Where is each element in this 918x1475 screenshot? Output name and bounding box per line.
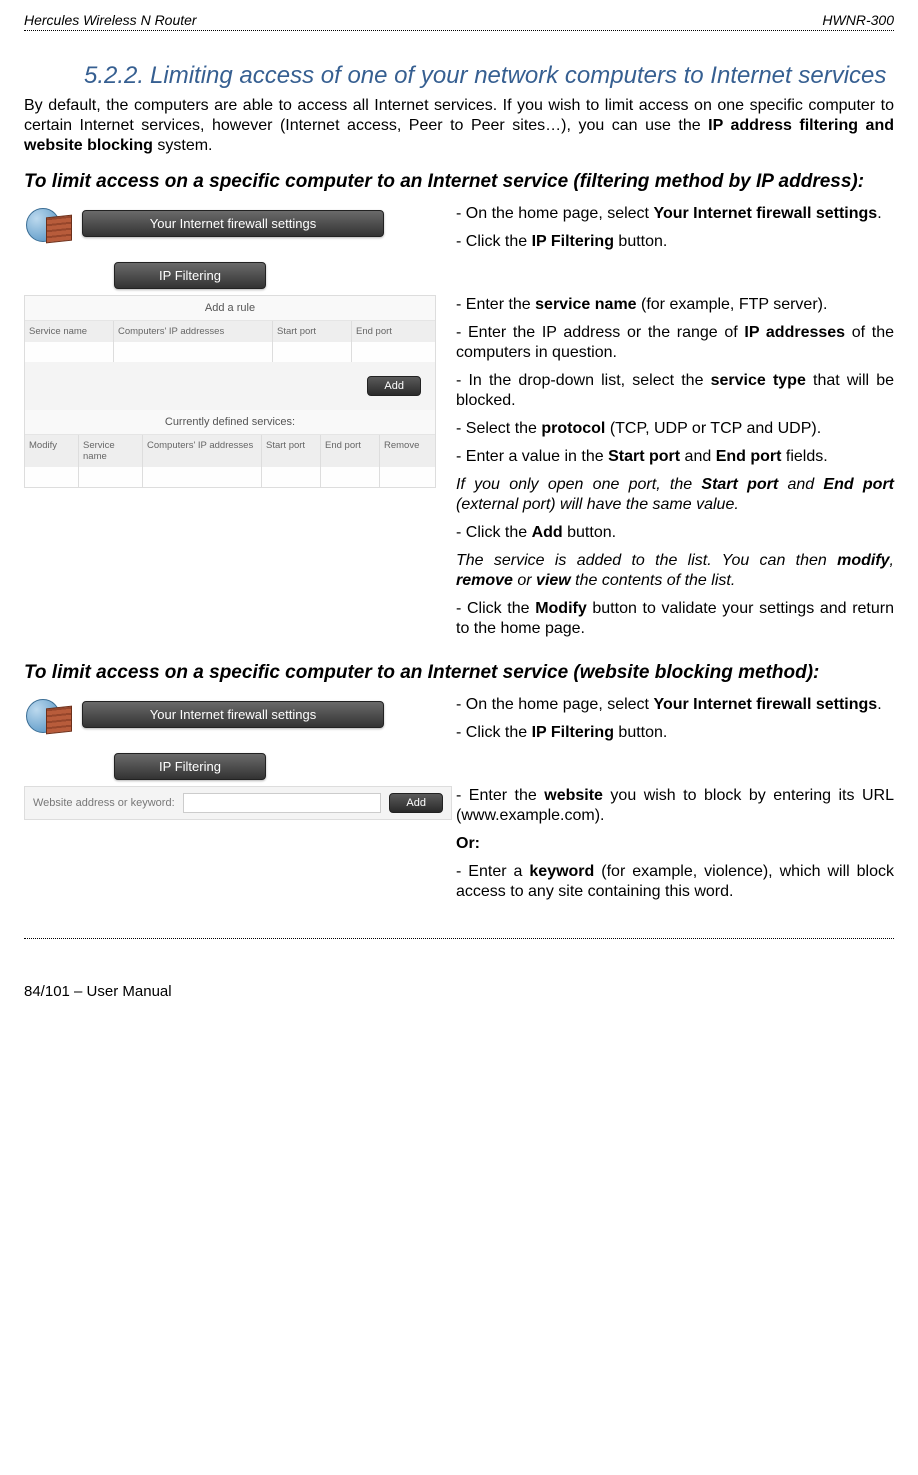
website-label: Website address or keyword: xyxy=(33,797,175,809)
header-right: HWNR-300 xyxy=(822,12,894,28)
subsection-1-title: To limit access on a specific computer t… xyxy=(24,170,894,194)
firewall-settings-row-2: Your Internet firewall settings xyxy=(24,695,444,735)
step-note: The service is added to the list. You ca… xyxy=(456,551,894,591)
firewall-icon xyxy=(24,204,74,244)
step-text: - In the drop-down list, select the serv… xyxy=(456,371,894,411)
step-text: - On the home page, select Your Internet… xyxy=(456,695,894,715)
firewall-settings-bar[interactable]: Your Internet firewall settings xyxy=(82,210,384,237)
step-text: - On the home page, select Your Internet… xyxy=(456,204,894,224)
step-text: - Click the IP Filtering button. xyxy=(456,723,894,743)
panel-empty-row-2 xyxy=(25,467,435,487)
panel-columns-2: Modify Service name Computers' IP addres… xyxy=(25,435,435,467)
step-text: - Enter the IP address or the range of I… xyxy=(456,323,894,363)
website-input[interactable] xyxy=(183,793,382,813)
step-or: Or: xyxy=(456,834,894,854)
step-text: - Click the Add button. xyxy=(456,523,894,543)
website-keyword-row: Website address or keyword: Add xyxy=(24,786,452,820)
subsection-2-title: To limit access on a specific computer t… xyxy=(24,661,894,685)
header-left: Hercules Wireless N Router xyxy=(24,12,197,28)
section-number: 5.2.2. xyxy=(84,62,144,89)
step-text: - Select the protocol (TCP, UDP or TCP a… xyxy=(456,419,894,439)
step-text: - Enter a keyword (for example, violence… xyxy=(456,862,894,902)
footer-text: 84/101 – User Manual xyxy=(24,939,894,1000)
section-heading: 5.2.2.Limiting access of one of your net… xyxy=(84,62,894,90)
firewall-settings-row: Your Internet firewall settings xyxy=(24,204,444,244)
panel-title: Add a rule xyxy=(25,296,435,321)
website-add-button[interactable]: Add xyxy=(389,793,443,813)
step-text: - Enter the website you wish to block by… xyxy=(456,786,894,826)
panel-title-2: Currently defined services: xyxy=(25,410,435,435)
step-text: - Enter a value in the Start port and En… xyxy=(456,447,894,467)
firewall-settings-bar-2[interactable]: Your Internet firewall settings xyxy=(82,701,384,728)
add-rule-panel: Add a rule Service name Computers' IP ad… xyxy=(24,295,436,488)
header-divider xyxy=(24,30,894,32)
step-text: - Enter the service name (for example, F… xyxy=(456,295,894,315)
firewall-icon xyxy=(24,695,74,735)
intro-paragraph: By default, the computers are able to ac… xyxy=(24,96,894,156)
section-title-text: Limiting access of one of your network c… xyxy=(150,62,886,89)
panel-columns: Service name Computers' IP addresses Sta… xyxy=(25,321,435,342)
step-note: If you only open one port, the Start por… xyxy=(456,475,894,515)
step-text: - Click the Modify button to validate yo… xyxy=(456,599,894,639)
add-button[interactable]: Add xyxy=(367,376,421,396)
step-text: - Click the IP Filtering button. xyxy=(456,232,894,252)
ip-filtering-button-2[interactable]: IP Filtering xyxy=(114,753,266,780)
page-header: Hercules Wireless N Router HWNR-300 xyxy=(24,12,894,30)
panel-empty-row xyxy=(25,342,435,362)
ip-filtering-button[interactable]: IP Filtering xyxy=(114,262,266,289)
